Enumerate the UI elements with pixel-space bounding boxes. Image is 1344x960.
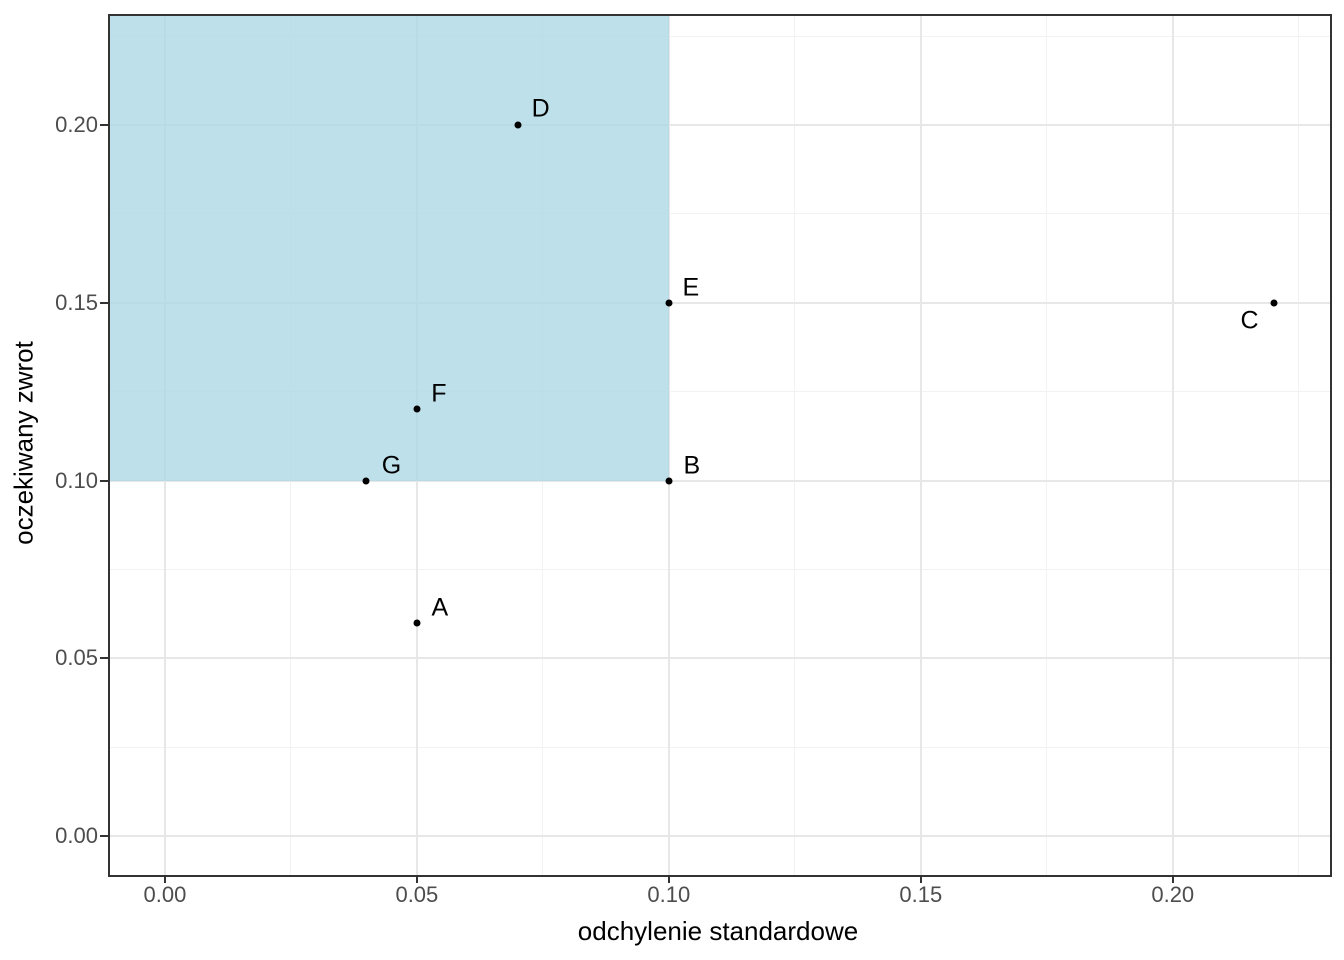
point-label-B: B [683,451,701,479]
x-tick [919,875,922,883]
y-tick [100,301,108,304]
gridline-minor-x [542,16,544,875]
gridline-minor-y [110,746,1330,748]
gridline-minor-y [110,391,1330,393]
gridline-minor-x [794,16,796,875]
gridline-major-x [1171,16,1174,875]
gridline-major-y [110,479,1330,482]
data-point-A [413,619,421,627]
gridline-major-x [919,16,922,875]
gridline-minor-y [110,213,1330,215]
gridline-major-x [667,16,670,875]
gridline-major-x [163,16,166,875]
y-axis-title: oczekiwany zwrot [8,341,39,545]
gridline-minor-x [1046,16,1048,875]
x-tick [1171,875,1174,883]
data-point-B [665,477,673,484]
gridline-minor-x [1298,16,1300,875]
gridline-major-y [110,657,1330,660]
gridline-major-y [110,834,1330,837]
y-tick-label: 0.05 [55,645,98,671]
gridline-minor-y [110,568,1330,570]
data-point-D [514,121,522,129]
y-tick [100,479,108,482]
point-label-A: A [431,593,449,622]
y-tick-label: 0.10 [55,467,98,493]
x-axis-title: odchylenie standardowe [577,916,859,946]
x-tick [667,875,670,883]
highlight-region [110,16,669,481]
gridline-minor-x [290,16,292,875]
gridline-major-x [415,16,418,875]
y-tick-label: 0.20 [55,112,98,138]
x-tick-label: 0.20 [1151,882,1195,907]
data-point-G [362,477,370,484]
point-label-F: F [431,379,447,408]
x-tick [415,875,418,883]
gridline-major-y [110,301,1330,304]
data-point-C [1270,299,1278,307]
x-tick [163,875,166,883]
x-tick-label: 0.05 [395,882,439,907]
point-label-D: D [531,94,550,123]
plot-panel: A B C D E F G [108,14,1332,877]
y-tick [100,657,108,660]
y-tick [100,124,108,127]
point-label-E: E [682,273,700,302]
y-tick-label: 0.00 [55,822,98,848]
data-point-F [413,405,421,413]
y-tick [100,834,108,837]
y-tick-label: 0.15 [55,289,98,315]
data-point-E [665,299,673,307]
x-tick-label: 0.15 [899,882,943,907]
gridline-major-y [110,124,1330,127]
point-label-G: G [381,451,402,479]
gridline-minor-y [110,35,1330,37]
x-tick-label: 0.10 [647,882,691,907]
point-label-C: C [1240,306,1259,335]
x-tick-label: 0.00 [143,882,187,907]
